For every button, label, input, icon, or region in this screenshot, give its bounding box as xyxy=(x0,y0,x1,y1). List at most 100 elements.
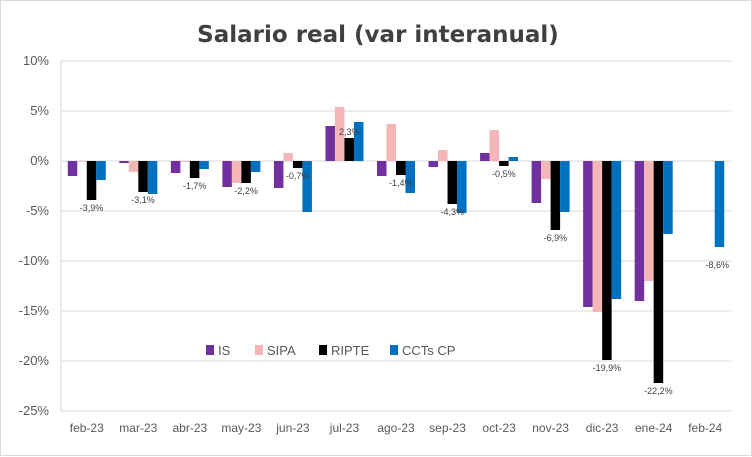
bar-sipa xyxy=(489,130,500,161)
bar-ccts-cp xyxy=(302,161,312,212)
bar-ccts-cp xyxy=(457,161,467,213)
legend-swatch xyxy=(390,345,398,355)
x-tick-label: jun-23 xyxy=(275,421,310,435)
legend-label: SIPA xyxy=(267,343,296,358)
gridlines xyxy=(60,60,731,412)
bar-sipa xyxy=(77,161,87,162)
bar-ccts-cp xyxy=(405,161,415,193)
bar-sipa xyxy=(592,161,603,312)
bar-sipa xyxy=(128,161,139,172)
bar-sipa xyxy=(334,107,345,161)
legend-label: CCTs CP xyxy=(402,343,455,358)
bar-ripte xyxy=(653,161,664,383)
data-label: -3,1% xyxy=(131,195,155,205)
x-tick-label: feb-23 xyxy=(70,421,104,435)
x-tick-label: ene-24 xyxy=(635,421,673,435)
bar-ripte xyxy=(499,161,509,166)
data-label: -1,7% xyxy=(183,181,207,191)
bar-is xyxy=(325,126,335,161)
y-tick-label: -10% xyxy=(19,253,50,268)
bar-sipa xyxy=(180,161,190,162)
bar-is xyxy=(119,161,129,163)
x-tick-label: mar-23 xyxy=(119,421,157,435)
bar-ripte xyxy=(550,161,561,230)
bar-sipa xyxy=(541,161,551,179)
y-tick-label: 0% xyxy=(30,153,49,168)
bar-ccts-cp xyxy=(147,161,158,194)
bar-ripte xyxy=(396,161,406,175)
x-axis-ticks: feb-23 mar-23 abr-23 may-23 jun-23 jul-23 ago-… xyxy=(70,421,723,435)
data-label: -3,9% xyxy=(80,203,104,213)
bar-is xyxy=(377,161,387,176)
legend-swatch xyxy=(255,345,263,355)
x-tick-label: oct-23 xyxy=(482,421,516,435)
y-tick-label: 5% xyxy=(30,103,49,118)
data-label: -19,9% xyxy=(593,363,622,373)
bar-is xyxy=(222,161,232,187)
data-label: -2,2% xyxy=(234,186,258,196)
bar-ccts-cp xyxy=(663,161,673,234)
y-tick-label: 10% xyxy=(23,53,49,68)
data-label: -0,5% xyxy=(492,169,516,179)
bars xyxy=(67,107,725,383)
y-tick-label: -25% xyxy=(19,403,50,418)
data-label: -1,4% xyxy=(389,178,413,188)
bar-ripte xyxy=(344,138,354,161)
bar-ripte xyxy=(138,161,148,192)
bar-sipa xyxy=(438,150,448,161)
x-tick-label: nov-23 xyxy=(532,421,569,435)
x-tick-label: abr-23 xyxy=(173,421,208,435)
bar-is xyxy=(583,161,593,307)
bar-is xyxy=(480,153,490,161)
bar-ccts-cp xyxy=(353,122,364,161)
bar-ccts-cp xyxy=(714,161,725,247)
bar-is xyxy=(170,161,181,173)
bar-ripte xyxy=(292,161,303,168)
bar-is xyxy=(634,161,645,301)
data-label: -0,7% xyxy=(286,171,310,181)
data-label: -6,9% xyxy=(544,233,568,243)
legend-swatch xyxy=(319,345,327,355)
x-tick-label: sep-23 xyxy=(429,421,466,435)
bar-is xyxy=(273,161,284,188)
bar-ccts-cp xyxy=(560,161,570,212)
x-tick-label: ago-23 xyxy=(377,421,415,435)
data-label: -22,2% xyxy=(644,386,673,396)
bar-ccts-cp xyxy=(611,161,622,299)
bar-ccts-cp xyxy=(508,157,519,161)
bar-ripte xyxy=(86,161,97,200)
bar-ripte xyxy=(602,161,612,360)
legend-label: RIPTE xyxy=(331,343,370,358)
bar-sipa xyxy=(231,161,242,183)
bar-ccts-cp xyxy=(199,161,209,169)
bar-ccts-cp xyxy=(96,161,106,180)
bar-ripte xyxy=(189,161,200,178)
bar-sipa xyxy=(386,124,396,161)
bar-sipa xyxy=(644,161,654,281)
x-tick-label: dic-23 xyxy=(586,421,619,435)
chart-title: Salario real (var interanual) xyxy=(197,22,559,48)
bar-is xyxy=(67,161,78,176)
bar-is xyxy=(531,161,542,203)
bar-ripte xyxy=(447,161,458,204)
data-labels: -3,9% -3,1% -1,7% -2,2% -0,7% 2,3% -1,4% -4,3% -… xyxy=(80,127,729,396)
y-tick-label: -15% xyxy=(19,303,50,318)
data-label: -8,6% xyxy=(705,260,729,270)
legend: IS SIPA RIPTE CCTs CP xyxy=(206,343,455,358)
bar-is xyxy=(428,161,439,167)
y-tick-label: -5% xyxy=(26,203,50,218)
legend-swatch xyxy=(206,345,214,355)
y-axis-ticks: 10% 5% 0% -5% -10% -15% -20% -25% xyxy=(19,53,50,418)
bar-ripte xyxy=(241,161,251,183)
x-tick-label: feb-24 xyxy=(688,421,722,435)
y-tick-label: -20% xyxy=(19,353,50,368)
x-tick-label: may-23 xyxy=(221,421,261,435)
x-tick-label: jul-23 xyxy=(329,421,360,435)
bar-sipa xyxy=(283,153,293,161)
data-label: -4,3% xyxy=(441,207,465,217)
data-label: 2,3% xyxy=(339,127,360,137)
bar-ccts-cp xyxy=(250,161,261,172)
legend-label: IS xyxy=(218,343,231,358)
